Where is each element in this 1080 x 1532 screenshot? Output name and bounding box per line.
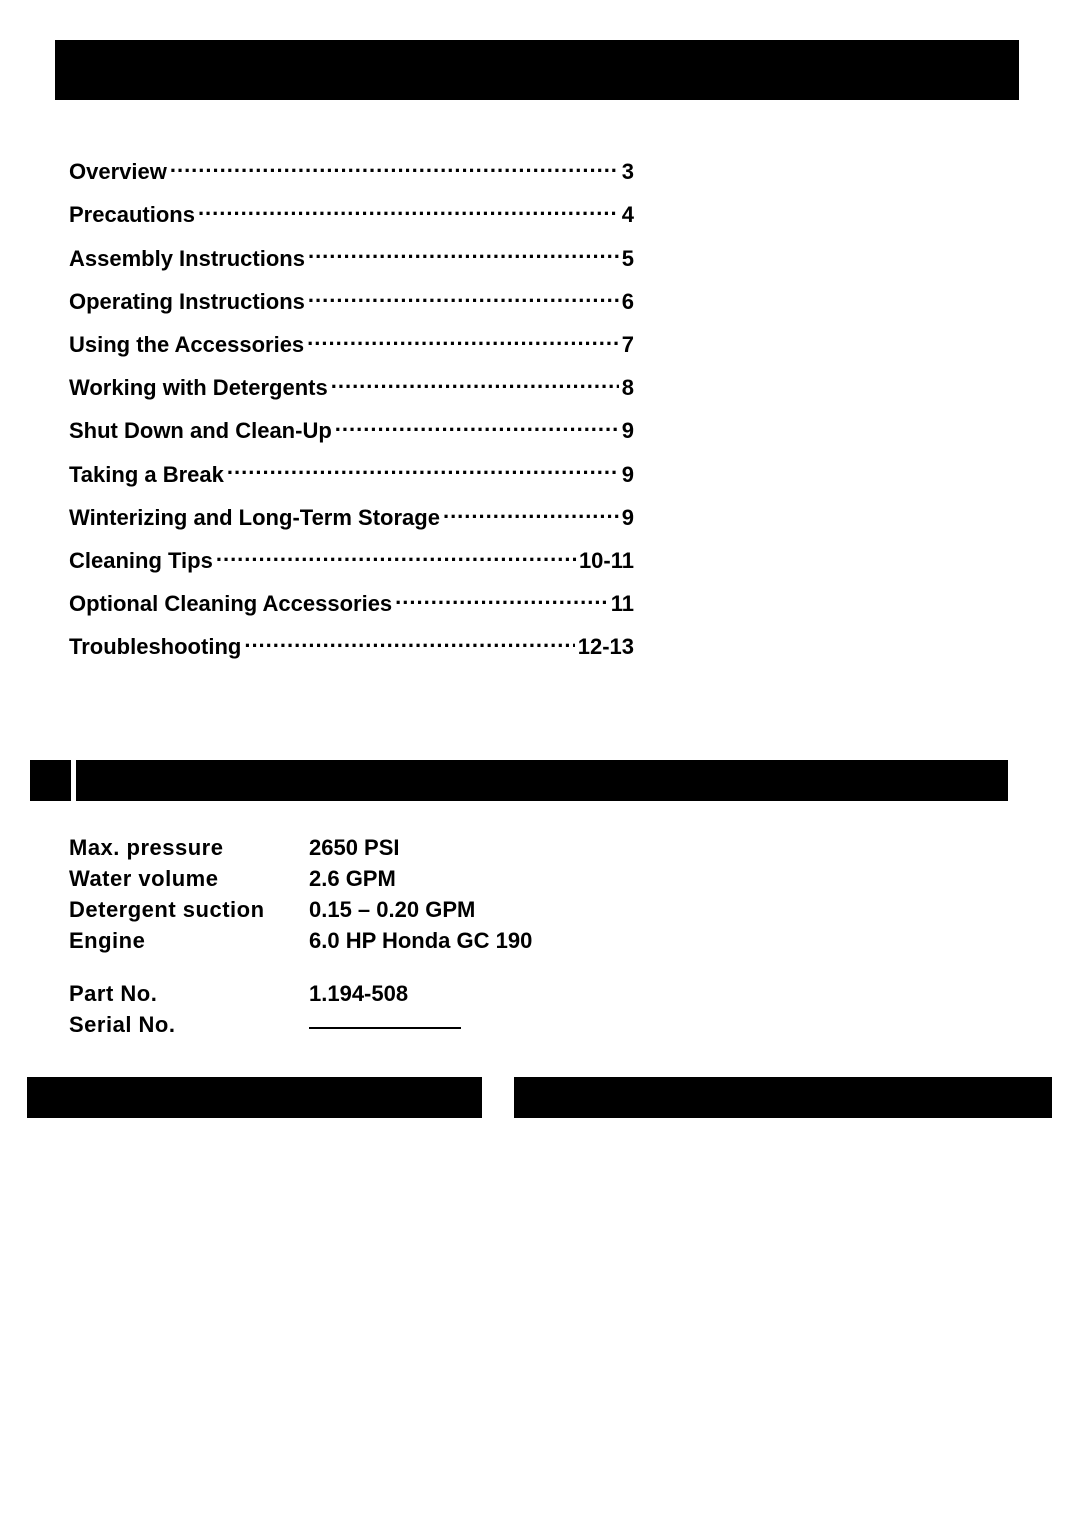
blank-line (309, 1027, 461, 1029)
toc-leader-dots (307, 328, 619, 352)
toc-title: Troubleshooting (69, 634, 241, 660)
toc-title: Operating Instructions (69, 289, 305, 315)
spec-value: 6.0 HP Honda GC 190 (309, 928, 1025, 954)
toc-page: 10-11 (579, 548, 634, 574)
spec-label: Engine (69, 928, 309, 954)
toc-leader-dots (308, 285, 619, 309)
spec-value: 1.194-508 (309, 981, 1025, 1007)
toc-row: Troubleshooting 12-13 (69, 630, 634, 660)
toc-page: 11 (611, 591, 634, 617)
toc-row: Precautions 4 (69, 198, 634, 228)
bottom-bar-left (27, 1077, 482, 1118)
header-square-icon (30, 760, 71, 801)
spec-label: Detergent suction (69, 897, 309, 923)
toc-page: 12-13 (578, 634, 634, 660)
toc-row: Overview 3 (69, 155, 634, 185)
toc-row: Shut Down and Clean-Up 9 (69, 414, 634, 444)
spec-label: Part No. (69, 981, 309, 1007)
toc-title: Optional Cleaning Accessories (69, 591, 392, 617)
toc-title: Assembly Instructions (69, 246, 305, 272)
toc-leader-dots (395, 587, 608, 611)
spec-row: Engine 6.0 HP Honda GC 190 (69, 928, 1025, 954)
toc-title: Cleaning Tips (69, 548, 213, 574)
toc-leader-dots (198, 198, 619, 222)
toc-leader-dots (170, 155, 619, 179)
table-of-contents: Overview 3 Precautions 4 Assembly Instru… (69, 155, 634, 660)
specifications-table: Max. pressure 2650 PSI Water volume 2.6 … (69, 835, 1025, 1038)
toc-title: Shut Down and Clean-Up (69, 418, 332, 444)
spec-label: Serial No. (69, 1012, 309, 1038)
toc-page: 3 (622, 159, 634, 185)
bottom-bar-right (514, 1077, 1052, 1118)
spec-label: Max. pressure (69, 835, 309, 861)
toc-title: Using the Accessories (69, 332, 304, 358)
spec-row: Serial No. (69, 1012, 1025, 1038)
spec-value: 0.15 – 0.20 GPM (309, 897, 1025, 923)
spec-row: Detergent suction 0.15 – 0.20 GPM (69, 897, 1025, 923)
toc-leader-dots (244, 630, 574, 654)
toc-row: Winterizing and Long-Term Storage 9 (69, 501, 634, 531)
toc-row: Operating Instructions 6 (69, 285, 634, 315)
toc-page: 7 (622, 332, 634, 358)
toc-page: 9 (622, 505, 634, 531)
toc-row: Taking a Break 9 (69, 457, 634, 487)
specifications-section: Max. pressure 2650 PSI Water volume 2.6 … (55, 760, 1025, 1038)
toc-leader-dots (227, 457, 619, 481)
toc-page: 4 (622, 202, 634, 228)
bottom-black-bars (27, 1077, 1052, 1118)
toc-leader-dots (216, 544, 576, 568)
toc-row: Using the Accessories 7 (69, 328, 634, 358)
toc-page: 9 (622, 462, 634, 488)
spec-row: Water volume 2.6 GPM (69, 866, 1025, 892)
toc-page: 9 (622, 418, 634, 444)
spec-value: 2.6 GPM (309, 866, 1025, 892)
toc-page: 8 (622, 375, 634, 401)
spec-row: Max. pressure 2650 PSI (69, 835, 1025, 861)
toc-row: Optional Cleaning Accessories 11 (69, 587, 634, 617)
header-bar (55, 40, 1019, 100)
header-bar (76, 760, 1008, 801)
toc-title: Overview (69, 159, 167, 185)
spec-row: Part No. 1.194-508 (69, 981, 1025, 1007)
toc-leader-dots (443, 501, 619, 525)
toc-title: Winterizing and Long-Term Storage (69, 505, 440, 531)
toc-title: Working with Detergents (69, 375, 328, 401)
toc-row: Cleaning Tips 10-11 (69, 544, 634, 574)
toc-title: Taking a Break (69, 462, 224, 488)
toc-row: Assembly Instructions 5 (69, 241, 634, 271)
toc-title: Precautions (69, 202, 195, 228)
page: Overview 3 Precautions 4 Assembly Instru… (0, 0, 1080, 1532)
toc-page: 5 (622, 246, 634, 272)
toc-leader-dots (308, 241, 619, 265)
spec-value: 2650 PSI (309, 835, 1025, 861)
toc-row: Working with Detergents 8 (69, 371, 634, 401)
toc-leader-dots (335, 414, 619, 438)
serial-blank (309, 1012, 1025, 1038)
specifications-header-bar (55, 760, 1025, 805)
toc-leader-dots (331, 371, 619, 395)
spec-label: Water volume (69, 866, 309, 892)
spacer (69, 959, 1025, 981)
toc-page: 6 (622, 289, 634, 315)
